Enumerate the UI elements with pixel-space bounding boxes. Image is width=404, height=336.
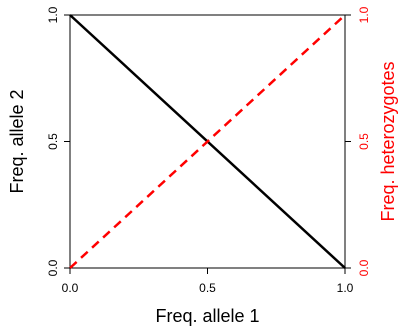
chart-marks	[69, 14, 346, 269]
y-left-tick-label: 1.0	[46, 6, 60, 23]
y-right-tick-label: 0.5	[357, 133, 371, 150]
x-tick-label: 0.5	[199, 281, 216, 295]
x-axis-title: Freq. allele 1	[155, 306, 259, 326]
chart-ticks: 0.0 0.5 1.00.00.51.00.00.51.0	[46, 6, 371, 295]
y-axis-left-title: Freq. allele 2	[7, 89, 27, 193]
series-line-2	[69, 14, 346, 269]
y-left-tick-label: 0.0	[46, 259, 60, 276]
y-right-tick-label: 0.0	[357, 259, 371, 276]
x-tick-label: 1.0	[337, 281, 354, 295]
x-tick-label: 0.0	[62, 281, 79, 295]
y-left-tick-label: 0.5	[46, 133, 60, 150]
y-axis-right-title: Freq. heterozygotes	[378, 61, 398, 221]
y-right-tick-label: 1.0	[357, 6, 371, 23]
